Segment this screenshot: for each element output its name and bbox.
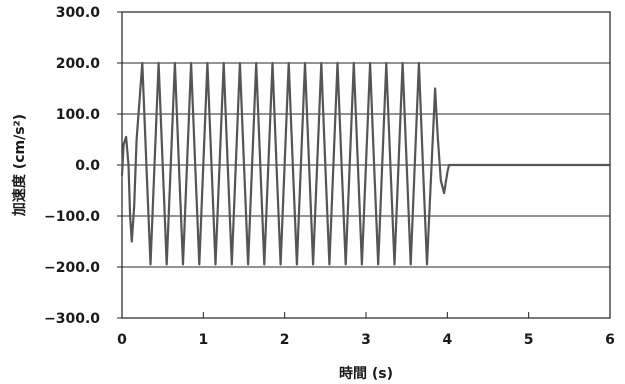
x-tick-label: 6 xyxy=(605,332,615,348)
x-tick-label: 4 xyxy=(442,332,452,348)
y-tick-label: −300.0 xyxy=(44,311,100,327)
x-tick-label: 3 xyxy=(361,332,371,348)
y-tick-label: 300.0 xyxy=(56,5,101,21)
y-tick-label: 0.0 xyxy=(75,158,100,174)
y-tick-label: 200.0 xyxy=(56,56,101,72)
series-line-acceleration xyxy=(120,61,612,266)
x-tick-label: 1 xyxy=(198,332,208,348)
x-axis-ticks: 0 1 2 3 4 5 6 xyxy=(117,312,615,348)
x-tick-label: 2 xyxy=(280,332,290,348)
y-axis-ticks: 300.0 200.0 100.0 0.0 −100.0 −200.0 −300.0 xyxy=(44,5,122,327)
x-axis-title: 時間 (s) xyxy=(339,365,393,382)
y-tick-label: −100.0 xyxy=(44,209,100,225)
y-axis-title: 加速度 (cm/s²) xyxy=(11,114,28,217)
x-tick-label: 0 xyxy=(117,332,127,348)
y-tick-label: 100.0 xyxy=(56,107,101,123)
y-tick-label: −200.0 xyxy=(44,260,100,276)
x-tick-label: 5 xyxy=(524,332,534,348)
